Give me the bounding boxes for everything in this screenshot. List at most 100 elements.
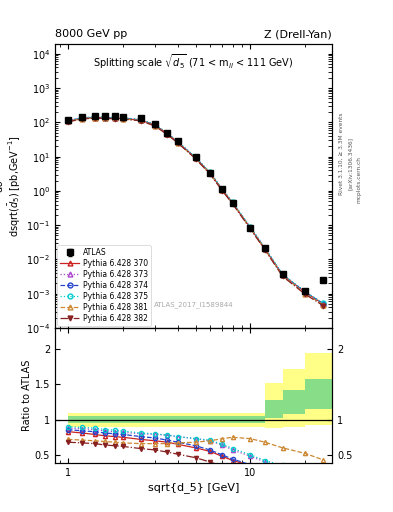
Pythia 6.428 373 bbox=[80, 115, 85, 121]
Pythia 6.428 370 bbox=[103, 115, 108, 121]
Pythia 6.428 375 bbox=[80, 115, 85, 121]
Line: Pythia 6.428 374: Pythia 6.428 374 bbox=[66, 115, 325, 306]
Pythia 6.428 374 bbox=[152, 122, 157, 128]
Pythia 6.428 374 bbox=[303, 289, 308, 295]
Pythia 6.428 374 bbox=[121, 115, 125, 121]
Text: Rivet 3.1.10, ≥ 3.3M events: Rivet 3.1.10, ≥ 3.3M events bbox=[339, 112, 344, 195]
Pythia 6.428 373 bbox=[303, 289, 308, 295]
Pythia 6.428 381 bbox=[230, 200, 235, 206]
X-axis label: sqrt{d_5} [GeV]: sqrt{d_5} [GeV] bbox=[148, 482, 239, 493]
Pythia 6.428 382 bbox=[165, 132, 170, 138]
Pythia 6.428 370 bbox=[152, 122, 157, 129]
Pythia 6.428 374 bbox=[230, 200, 235, 206]
Pythia 6.428 370 bbox=[193, 155, 198, 161]
Pythia 6.428 375 bbox=[220, 186, 224, 192]
Pythia 6.428 373 bbox=[121, 115, 125, 121]
Pythia 6.428 375 bbox=[193, 154, 198, 160]
Legend: ATLAS, Pythia 6.428 370, Pythia 6.428 373, Pythia 6.428 374, Pythia 6.428 375, P: ATLAS, Pythia 6.428 370, Pythia 6.428 37… bbox=[57, 245, 151, 326]
Text: ATLAS_2017_I1589844: ATLAS_2017_I1589844 bbox=[154, 301, 233, 308]
Pythia 6.428 373 bbox=[138, 117, 143, 123]
Pythia 6.428 373 bbox=[152, 122, 157, 128]
Pythia 6.428 370 bbox=[220, 187, 224, 193]
Pythia 6.428 370 bbox=[321, 301, 325, 307]
Pythia 6.428 375 bbox=[138, 116, 143, 122]
Pythia 6.428 370 bbox=[303, 289, 308, 295]
Pythia 6.428 374 bbox=[138, 117, 143, 123]
Pythia 6.428 370 bbox=[112, 115, 117, 121]
Pythia 6.428 370 bbox=[175, 139, 180, 145]
Pythia 6.428 381 bbox=[248, 225, 253, 231]
Pythia 6.428 381 bbox=[175, 140, 180, 146]
Line: Pythia 6.428 370: Pythia 6.428 370 bbox=[66, 115, 325, 306]
Pythia 6.428 370 bbox=[138, 117, 143, 123]
Pythia 6.428 382 bbox=[152, 123, 157, 129]
Pythia 6.428 370 bbox=[66, 118, 70, 124]
Pythia 6.428 375 bbox=[280, 271, 285, 278]
Text: Splitting scale $\sqrt{d_5}$ (71 < m$_{ll}$ < 111 GeV): Splitting scale $\sqrt{d_5}$ (71 < m$_{l… bbox=[93, 52, 294, 71]
Pythia 6.428 375 bbox=[92, 114, 97, 120]
Pythia 6.428 370 bbox=[248, 225, 253, 231]
Pythia 6.428 373 bbox=[230, 200, 235, 206]
Pythia 6.428 375 bbox=[175, 138, 180, 144]
Pythia 6.428 382 bbox=[80, 116, 85, 122]
Pythia 6.428 374 bbox=[80, 115, 85, 121]
Y-axis label: Ratio to ATLAS: Ratio to ATLAS bbox=[22, 360, 32, 431]
Pythia 6.428 382 bbox=[193, 156, 198, 162]
Pythia 6.428 381 bbox=[80, 116, 85, 122]
Pythia 6.428 374 bbox=[248, 225, 253, 231]
Pythia 6.428 382 bbox=[263, 247, 267, 253]
Pythia 6.428 375 bbox=[103, 114, 108, 120]
Pythia 6.428 381 bbox=[303, 291, 308, 297]
Pythia 6.428 382 bbox=[248, 226, 253, 232]
Pythia 6.428 382 bbox=[103, 115, 108, 121]
Pythia 6.428 381 bbox=[193, 155, 198, 161]
Pythia 6.428 373 bbox=[280, 271, 285, 278]
Pythia 6.428 381 bbox=[263, 246, 267, 252]
Pythia 6.428 375 bbox=[230, 199, 235, 205]
Pythia 6.428 374 bbox=[112, 115, 117, 121]
Text: Z (Drell-Yan): Z (Drell-Yan) bbox=[264, 29, 332, 39]
Pythia 6.428 381 bbox=[208, 170, 212, 177]
Text: mcplots.cern.ch: mcplots.cern.ch bbox=[356, 156, 361, 203]
Pythia 6.428 373 bbox=[66, 118, 70, 124]
Pythia 6.428 375 bbox=[263, 245, 267, 251]
Pythia 6.428 382 bbox=[66, 119, 70, 125]
Pythia 6.428 373 bbox=[193, 154, 198, 160]
Pythia 6.428 382 bbox=[92, 115, 97, 121]
Pythia 6.428 381 bbox=[121, 116, 125, 122]
Pythia 6.428 370 bbox=[165, 131, 170, 137]
Pythia 6.428 381 bbox=[165, 131, 170, 137]
Pythia 6.428 373 bbox=[321, 301, 325, 307]
Line: Pythia 6.428 382: Pythia 6.428 382 bbox=[66, 116, 325, 308]
Pythia 6.428 382 bbox=[321, 303, 325, 309]
Text: [arXiv:1306.3436]: [arXiv:1306.3436] bbox=[348, 137, 353, 190]
Line: Pythia 6.428 375: Pythia 6.428 375 bbox=[66, 115, 325, 306]
Pythia 6.428 370 bbox=[208, 170, 212, 176]
Pythia 6.428 374 bbox=[193, 155, 198, 161]
Pythia 6.428 374 bbox=[66, 118, 70, 124]
Pythia 6.428 381 bbox=[66, 118, 70, 124]
Pythia 6.428 374 bbox=[103, 115, 108, 121]
Pythia 6.428 382 bbox=[230, 201, 235, 207]
Pythia 6.428 375 bbox=[208, 169, 212, 175]
Pythia 6.428 373 bbox=[220, 186, 224, 193]
Pythia 6.428 374 bbox=[175, 139, 180, 145]
Pythia 6.428 373 bbox=[263, 245, 267, 251]
Pythia 6.428 375 bbox=[112, 114, 117, 120]
Pythia 6.428 381 bbox=[112, 115, 117, 121]
Pythia 6.428 382 bbox=[138, 118, 143, 124]
Line: Pythia 6.428 373: Pythia 6.428 373 bbox=[66, 115, 325, 306]
Pythia 6.428 370 bbox=[263, 246, 267, 252]
Pythia 6.428 381 bbox=[103, 115, 108, 121]
Line: Pythia 6.428 381: Pythia 6.428 381 bbox=[66, 116, 325, 307]
Pythia 6.428 381 bbox=[138, 117, 143, 123]
Pythia 6.428 374 bbox=[263, 246, 267, 252]
Pythia 6.428 370 bbox=[230, 200, 235, 206]
Pythia 6.428 382 bbox=[112, 116, 117, 122]
Pythia 6.428 382 bbox=[220, 187, 224, 194]
Pythia 6.428 381 bbox=[152, 122, 157, 129]
Pythia 6.428 374 bbox=[280, 272, 285, 278]
Pythia 6.428 381 bbox=[92, 115, 97, 121]
Pythia 6.428 375 bbox=[152, 121, 157, 127]
Pythia 6.428 374 bbox=[220, 186, 224, 193]
